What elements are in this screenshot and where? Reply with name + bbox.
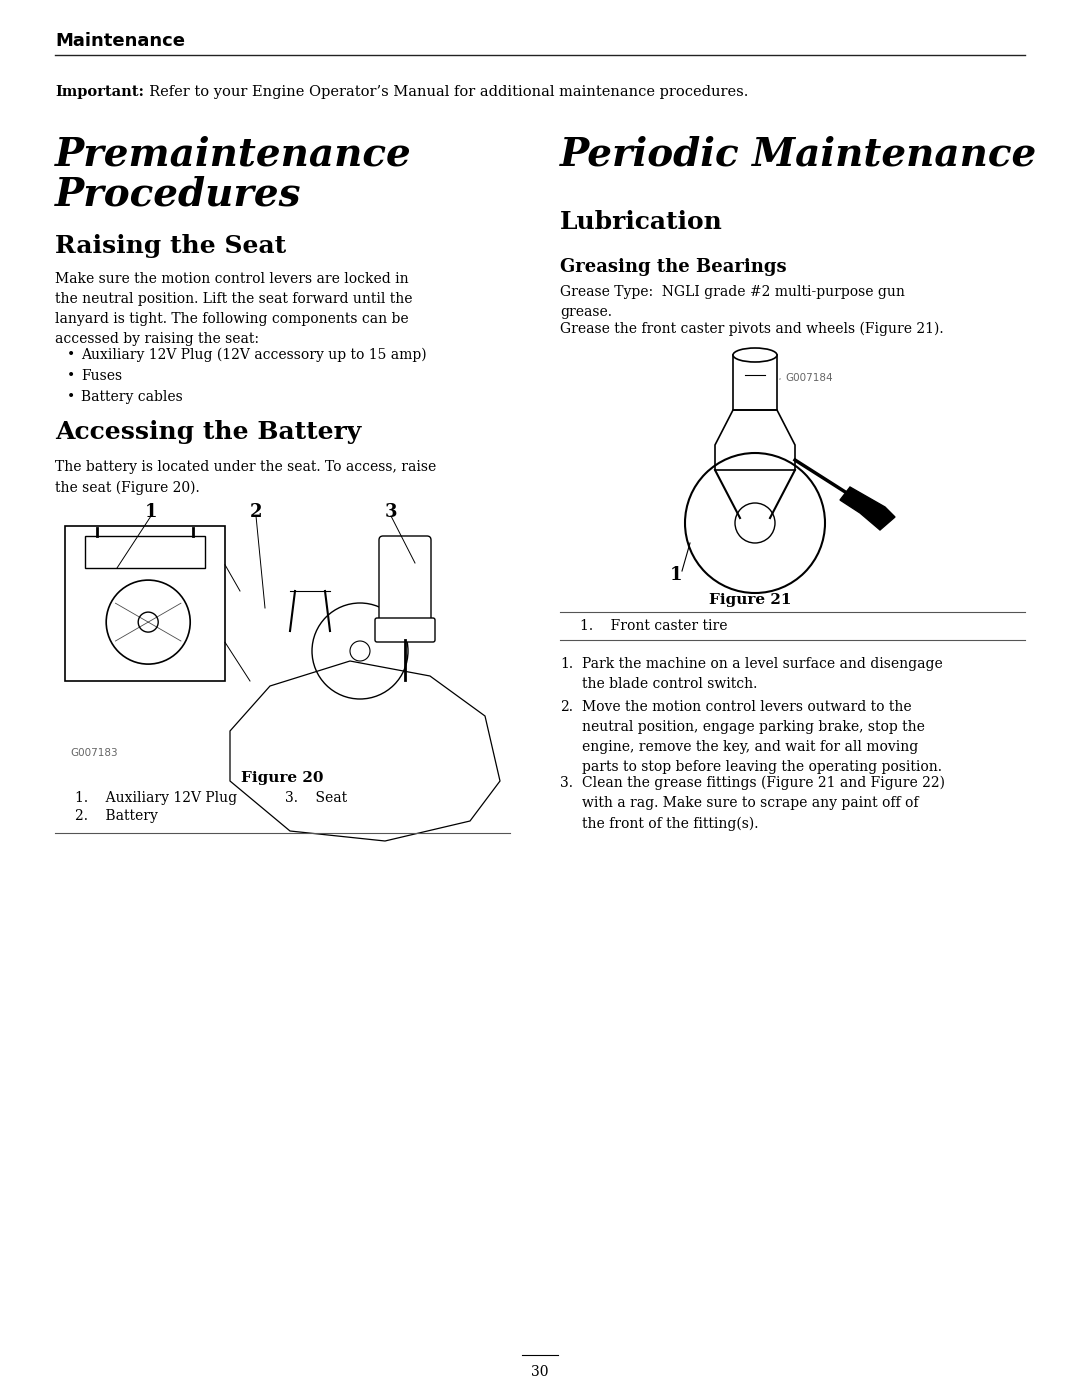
Bar	[85, 536, 205, 569]
Polygon shape	[840, 488, 895, 529]
Text: Accessing the Battery: Accessing the Battery	[55, 420, 361, 444]
Text: Figure 20: Figure 20	[241, 771, 323, 785]
Text: 3: 3	[384, 503, 397, 521]
Text: Auxiliary 12V Plug (12V accessory up to 15 amp): Auxiliary 12V Plug (12V accessory up to …	[81, 348, 427, 362]
Text: 1.    Auxiliary 12V Plug: 1. Auxiliary 12V Plug	[75, 791, 238, 805]
Text: 2.    Battery: 2. Battery	[75, 809, 158, 823]
Text: Park the machine on a level surface and disengage
the blade control switch.: Park the machine on a level surface and …	[582, 657, 943, 692]
Text: 30: 30	[531, 1365, 549, 1379]
Text: 3.: 3.	[561, 775, 573, 789]
Text: Battery cables: Battery cables	[81, 390, 183, 404]
Text: G007184: G007184	[785, 373, 833, 383]
Text: 1: 1	[145, 503, 158, 521]
Text: Clean the grease fittings (Figure 21 and Figure 22)
with a rag. Make sure to scr: Clean the grease fittings (Figure 21 and…	[582, 775, 945, 831]
Text: 3.    Seat: 3. Seat	[285, 791, 347, 805]
Ellipse shape	[733, 348, 777, 362]
Text: Grease the front caster pivots and wheels (Figure 21).: Grease the front caster pivots and wheel…	[561, 321, 944, 337]
FancyBboxPatch shape	[379, 536, 431, 629]
Text: Refer to your Engine Operator’s Manual for additional maintenance procedures.: Refer to your Engine Operator’s Manual f…	[140, 85, 748, 99]
Bar	[733, 355, 777, 409]
Text: •: •	[67, 390, 76, 404]
Text: Raising the Seat: Raising the Seat	[55, 235, 286, 258]
Text: Grease Type:  NGLI grade #2 multi-purpose gun
grease.: Grease Type: NGLI grade #2 multi-purpose…	[561, 285, 905, 319]
Text: 1.: 1.	[561, 657, 573, 671]
Text: 2: 2	[249, 503, 262, 521]
Text: Lubrication: Lubrication	[561, 210, 723, 235]
Text: •: •	[67, 348, 76, 362]
Text: Maintenance: Maintenance	[55, 32, 185, 50]
Text: Fuses: Fuses	[81, 369, 122, 383]
Text: •: •	[67, 369, 76, 383]
Text: The battery is located under the seat. To access, raise
the seat (Figure 20).: The battery is located under the seat. T…	[55, 460, 436, 495]
FancyBboxPatch shape	[375, 617, 435, 643]
Text: 1.    Front caster tire: 1. Front caster tire	[580, 619, 728, 633]
Text: Move the motion control levers outward to the
neutral position, engage parking b: Move the motion control levers outward t…	[582, 700, 942, 774]
Bar	[65, 527, 225, 680]
Text: Periodic Maintenance: Periodic Maintenance	[561, 136, 1037, 173]
Text: 1: 1	[670, 566, 683, 584]
Text: Important:: Important:	[55, 85, 144, 99]
Text: G007183: G007183	[70, 747, 118, 759]
Text: Procedures: Procedures	[55, 175, 301, 212]
Text: Greasing the Bearings: Greasing the Bearings	[561, 258, 786, 277]
Text: Figure 21: Figure 21	[708, 592, 792, 608]
Text: 2.: 2.	[561, 700, 573, 714]
Text: Make sure the motion control levers are locked in
the neutral position. Lift the: Make sure the motion control levers are …	[55, 272, 413, 346]
Text: Premaintenance: Premaintenance	[55, 136, 411, 173]
